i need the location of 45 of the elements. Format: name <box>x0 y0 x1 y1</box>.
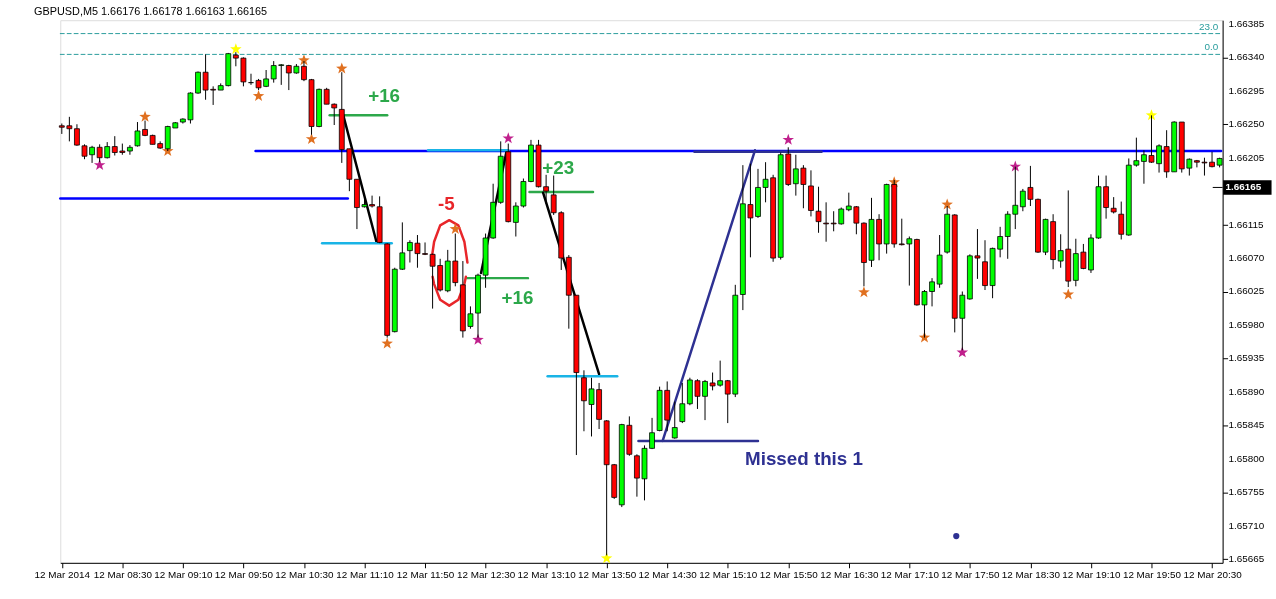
x-tick-label: 12 Mar 08:30 <box>93 569 153 581</box>
y-tick-label: 1.66205 <box>1228 151 1265 163</box>
y-tick-label: 1.66115 <box>1228 218 1265 230</box>
series-label: +16 <box>501 286 534 308</box>
x-tick-label: 12 Mar 19:50 <box>1122 569 1182 581</box>
x-tick-label: 12 Mar 11:10 <box>336 569 395 581</box>
y-tick-label: 1.65665 <box>1228 553 1265 565</box>
x-tick-label: 12 Mar 20:30 <box>1183 569 1243 581</box>
y-tick-label: 1.66340 <box>1228 51 1265 63</box>
series-label: +23 <box>542 157 575 179</box>
x-tick-label: 12 Mar 13:10 <box>517 569 577 581</box>
y-tick-label: 1.65710 <box>1228 519 1265 531</box>
y-tick-label: 1.65980 <box>1228 318 1265 330</box>
x-tick-label: 12 Mar 15:10 <box>699 569 758 581</box>
x-tick-label: 12 Mar 17:10 <box>880 569 940 581</box>
x-tick-label: 12 Mar 12:30 <box>456 569 516 581</box>
x-tick-label: 12 Mar 10:30 <box>275 569 335 581</box>
y-tick-label: 1.65890 <box>1228 385 1265 397</box>
series-label: +16 <box>368 84 401 106</box>
x-tick-label: 12 Mar 11:50 <box>396 569 455 581</box>
y-tick-label: 1.66385 <box>1228 17 1265 29</box>
x-tick-label: 12 Mar 18:30 <box>1001 569 1061 581</box>
chart-title: GBPUSD,M5 1.66176 1.66178 1.66163 1.66165 <box>34 5 268 18</box>
x-tick-label: 12 Mar 17:50 <box>941 569 1000 581</box>
x-tick-label: 12 Mar 09:50 <box>214 569 274 581</box>
x-tick-label: 12 Mar 15:50 <box>759 569 819 581</box>
y-tick-label: 1.66025 <box>1228 285 1265 297</box>
series-label: 23.0 <box>1198 20 1219 32</box>
y-tick-label: 1.65845 <box>1228 419 1265 431</box>
ref-line-label: 1.66165 <box>1225 181 1262 193</box>
x-tick-label: 12 Mar 16:30 <box>820 569 879 581</box>
y-tick-label: 1.65935 <box>1228 352 1265 364</box>
x-tick-label: 12 Mar 13:50 <box>578 569 637 581</box>
x-tick-label: 12 Mar 19:10 <box>1062 569 1122 581</box>
x-tick-label: 12 Mar 14:30 <box>638 569 698 581</box>
x-tick-label: 12 Mar 2014 <box>34 569 91 581</box>
y-tick-label: 1.66070 <box>1228 252 1265 264</box>
y-tick-label: 1.65755 <box>1228 486 1265 498</box>
x-tick-label: 12 Mar 09:10 <box>154 569 213 581</box>
series-label: Missed this 1 <box>745 447 863 469</box>
y-tick-label: 1.65800 <box>1228 452 1265 464</box>
y-tick-label: 1.66250 <box>1228 118 1265 130</box>
series-label: -5 <box>437 192 455 214</box>
series-label: 0.0 <box>1204 41 1219 53</box>
y-tick-label: 1.66295 <box>1228 84 1265 96</box>
